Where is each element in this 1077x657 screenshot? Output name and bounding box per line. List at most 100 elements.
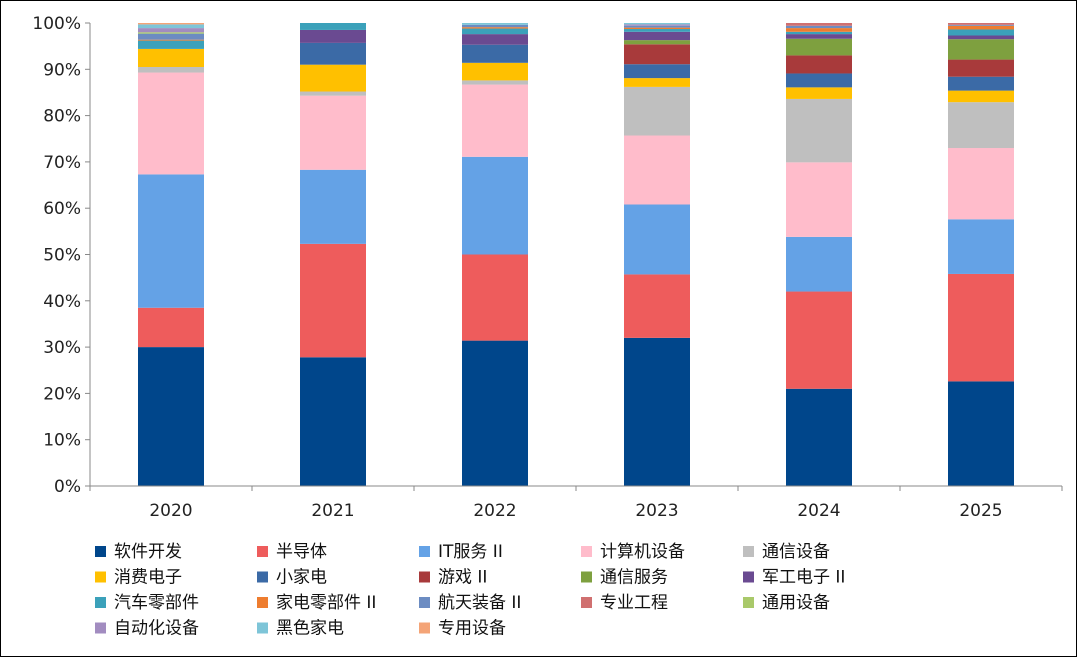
bar-segment bbox=[786, 73, 852, 88]
bar-segment bbox=[624, 86, 690, 136]
legend-swatch bbox=[419, 597, 430, 608]
legend-item: 计算机设备 bbox=[581, 542, 685, 562]
bar-segment bbox=[948, 35, 1014, 40]
legend-swatch bbox=[581, 571, 592, 583]
bar-segment bbox=[462, 80, 528, 85]
bar-segment bbox=[948, 39, 1014, 60]
x-tick-label: 2025 bbox=[959, 501, 1002, 521]
bar-segment bbox=[300, 169, 366, 244]
bar-segment bbox=[138, 66, 204, 73]
bar-segment bbox=[138, 48, 204, 67]
bar-segment bbox=[624, 44, 690, 65]
legend-label: 通信设备 bbox=[762, 542, 830, 562]
legend-item: 小家电 bbox=[257, 568, 327, 588]
bar-segment bbox=[624, 24, 690, 26]
legend-swatch bbox=[95, 622, 106, 634]
legend-label: 专业工程 bbox=[600, 593, 668, 613]
legend-item: 游戏 II bbox=[419, 568, 487, 588]
bar-segment bbox=[786, 38, 852, 56]
bar-segment bbox=[948, 59, 1014, 77]
bar-segment bbox=[462, 27, 528, 29]
bar-segment bbox=[138, 39, 204, 41]
legend-label: 小家电 bbox=[276, 568, 327, 588]
legend-label: 通用设备 bbox=[762, 593, 830, 613]
bar-segment bbox=[300, 42, 366, 65]
legend-item: IT服务 II bbox=[419, 542, 503, 562]
legend-item: 航天装备 II bbox=[419, 593, 521, 613]
y-tick-label: 10% bbox=[43, 431, 81, 451]
y-tick-label: 70% bbox=[43, 153, 81, 173]
legend-item: 软件开发 bbox=[95, 542, 182, 562]
bar-segment bbox=[138, 40, 204, 49]
y-tick-label: 50% bbox=[43, 246, 81, 266]
legend-label: 消费电子 bbox=[114, 568, 182, 588]
y-tick-label: 0% bbox=[54, 477, 81, 497]
bar-stack-2024 bbox=[786, 23, 852, 486]
y-tick-label: 30% bbox=[43, 338, 81, 358]
legend-swatch bbox=[743, 546, 754, 557]
bar-segment bbox=[138, 24, 204, 29]
y-tick-label: 40% bbox=[43, 292, 81, 312]
bar-stack-2021 bbox=[300, 23, 366, 486]
bar-segment bbox=[624, 31, 690, 41]
bar-segment bbox=[786, 31, 852, 35]
y-tick-label: 20% bbox=[43, 384, 81, 404]
legend-item: 专业工程 bbox=[581, 593, 668, 613]
bar-segment bbox=[948, 25, 1014, 30]
bar-segment bbox=[138, 72, 204, 175]
legend-swatch bbox=[257, 546, 268, 557]
bar-segment bbox=[786, 98, 852, 163]
legend-label: IT服务 II bbox=[438, 542, 503, 562]
legend-item: 通信服务 bbox=[581, 568, 668, 588]
bar-segment bbox=[624, 204, 690, 275]
bar-segment bbox=[624, 274, 690, 338]
bar-segment bbox=[624, 64, 690, 79]
bar-segment bbox=[786, 162, 852, 237]
bar-segment bbox=[462, 24, 528, 28]
bar-segment bbox=[624, 40, 690, 45]
legend-label: 家电零部件 II bbox=[276, 593, 376, 613]
bar-segment bbox=[624, 25, 690, 28]
bar-segment bbox=[138, 347, 204, 486]
bar-segment bbox=[138, 174, 204, 308]
bar-segment bbox=[624, 135, 690, 205]
legend-item: 汽车零部件 bbox=[95, 593, 199, 613]
bar-segment bbox=[462, 254, 528, 341]
y-tick-label: 60% bbox=[43, 199, 81, 219]
y-tick-label: 100% bbox=[32, 14, 81, 34]
legend-item: 通用设备 bbox=[743, 593, 830, 613]
bar-segment bbox=[786, 87, 852, 99]
bar-segment bbox=[624, 29, 690, 32]
bar-segment bbox=[300, 29, 366, 43]
y-tick-label: 80% bbox=[43, 107, 81, 127]
bar-segment bbox=[462, 84, 528, 157]
bar-segment bbox=[786, 28, 852, 32]
bar-segment bbox=[300, 95, 366, 170]
legend-item: 通信设备 bbox=[743, 542, 830, 562]
legend-label: 计算机设备 bbox=[600, 542, 685, 562]
legend-swatch bbox=[257, 597, 268, 608]
bar-segment bbox=[786, 291, 852, 389]
legend-swatch bbox=[743, 571, 754, 583]
legend-swatch bbox=[419, 622, 430, 634]
legend-item: 军工电子 II bbox=[743, 568, 845, 588]
legend-item: 家电零部件 II bbox=[257, 593, 376, 613]
bar-segment bbox=[300, 91, 366, 96]
bar-segment bbox=[624, 23, 690, 25]
bar-stack-2025 bbox=[948, 23, 1014, 486]
bar-stack-2023 bbox=[624, 23, 690, 486]
bar-segment bbox=[948, 148, 1014, 220]
bar-segment bbox=[948, 102, 1014, 149]
bar-segment bbox=[462, 34, 528, 45]
bar-stack-2020 bbox=[138, 23, 204, 486]
legend-label: 自动化设备 bbox=[114, 619, 199, 639]
bar-segment bbox=[138, 307, 204, 348]
legend-label: 通信服务 bbox=[600, 568, 668, 588]
bar-segment bbox=[948, 76, 1014, 91]
bar-segment bbox=[300, 357, 366, 486]
bar-segment bbox=[948, 381, 1014, 486]
x-tick-label: 2022 bbox=[473, 501, 516, 521]
bar-segment bbox=[624, 337, 690, 486]
